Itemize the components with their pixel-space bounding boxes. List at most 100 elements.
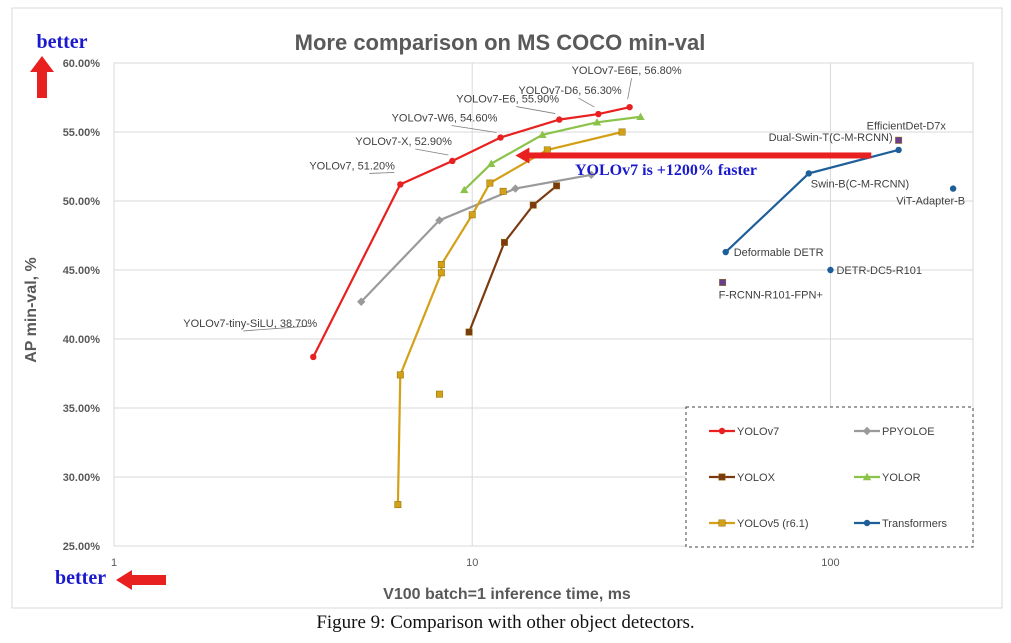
data-point-transformers: [895, 146, 902, 154]
y-tick-label: 35.00%: [63, 403, 101, 415]
data-point-transformers: [722, 248, 729, 256]
legend-entry-ppyoloe: PPYOLOE: [854, 426, 935, 438]
legend-marker: [862, 472, 872, 481]
data-point-yolov7: [595, 110, 602, 118]
speedup-arrow-icon: [515, 147, 530, 164]
y-tick-label: 60.00%: [63, 58, 101, 70]
y-tick-label: 30.00%: [63, 472, 101, 484]
x-axis-label: V100 batch=1 inference time, ms: [383, 586, 631, 603]
x-tick-label: 100: [821, 557, 839, 569]
point-label: YOLOv7-E6E, 56.80%: [572, 65, 682, 77]
legend-label: Transformers: [882, 518, 947, 530]
point-label: DETR-DC5-R101: [836, 265, 922, 277]
data-point-yolor: [636, 112, 645, 121]
data-point-yolov5-r6-1: [618, 128, 626, 136]
point-label: YOLOv7-E6, 55.90%: [456, 94, 559, 106]
x-tick-label: 10: [466, 557, 478, 569]
series-yolov7: [310, 103, 633, 361]
point-label: F-RCNN-R101-FPN+: [719, 289, 823, 301]
legend-entry-yolor: YOLOR: [854, 472, 921, 484]
data-point-other: [719, 278, 727, 286]
data-point-ppyoloe: [357, 297, 366, 306]
data-point-ppyoloe: [435, 216, 444, 225]
data-point-yolov5-r6-1: [437, 269, 445, 277]
data-point-yolor: [592, 118, 602, 126]
series-yolov5-r6-1: [394, 128, 626, 509]
label-leader-line: [516, 106, 556, 114]
data-point-yolox: [500, 238, 508, 246]
legend-marker: [862, 426, 872, 436]
label-leader-line: [415, 148, 449, 156]
data-point-yolov5-r6-1: [468, 211, 476, 219]
data-point-transformers-extra: [827, 266, 834, 274]
data-point-yolov7: [497, 134, 504, 141]
legend-marker: [863, 519, 871, 527]
y-tick-label: 40.00%: [63, 334, 101, 346]
point-label: YOLOv7-tiny-SiLU, 38.70%: [183, 318, 317, 330]
series-line-yolov5-r6-1: [396, 130, 623, 505]
point-label: ViT-Adapter-B: [896, 196, 965, 208]
data-point-yolox: [553, 182, 561, 190]
legend-label: YOLOX: [737, 472, 776, 484]
data-point-yolov5-r6-1: [543, 146, 551, 154]
series-other: [719, 136, 903, 286]
label-leader-line: [451, 125, 497, 133]
comparison-chart: More comparison on MS COCO min-val 25.00…: [11, 7, 1003, 609]
data-point-ppyoloe: [511, 184, 520, 193]
speedup-arrow-shaft: [525, 152, 872, 159]
y-tick-label: 55.00%: [63, 127, 101, 139]
left-arrow-icon: [116, 570, 166, 590]
data-point-yolov7: [626, 103, 633, 111]
data-point-yolov5-r6-1: [437, 261, 445, 268]
legend-entry-yolov5-r6-1: YOLOv5 (r6.1): [709, 518, 809, 530]
point-label: EfficientDet-D7x: [867, 120, 947, 132]
legend-marker: [718, 473, 726, 481]
data-point-yolov5-r6-1: [396, 371, 404, 379]
legend-label: YOLOv7: [737, 426, 779, 438]
data-point-yolov7: [397, 181, 404, 188]
y-tick-label: 45.00%: [63, 265, 101, 277]
data-point-yolov7: [556, 116, 563, 123]
better-top-label: better: [36, 31, 87, 53]
legend-entry-transformers: Transformers: [854, 518, 947, 530]
series-transformers-extra: [827, 185, 957, 274]
point-label: YOLOv7-D6, 56.30%: [518, 85, 622, 97]
label-leader-line: [627, 78, 632, 100]
data-point-yolov5-r6-1: [394, 501, 402, 509]
legend-label: PPYOLOE: [882, 426, 935, 438]
speedup-annotation: YOLOv7 is +1200% faster: [575, 162, 757, 179]
point-label: YOLOv7, 51.20%: [309, 160, 395, 172]
y-tick-label: 50.00%: [63, 196, 101, 208]
point-label: YOLOv7-X, 52.90%: [355, 136, 452, 148]
legend-label: YOLOv5 (r6.1): [737, 518, 809, 530]
data-point-yolor: [460, 185, 469, 194]
point-label: Dual-Swin-T(C-M-RCNN): [769, 132, 893, 144]
figure-caption: Figure 9: Comparison with other object d…: [316, 612, 695, 633]
point-label: Deformable DETR: [734, 247, 824, 259]
legend-marker: [718, 427, 726, 435]
series-yolov5-r6-1-extra: [435, 187, 507, 398]
x-tick-label: 1: [111, 557, 117, 569]
point-label: YOLOv7-W6, 54.60%: [392, 113, 498, 125]
chart-title: More comparison on MS COCO min-val: [295, 30, 706, 55]
data-point-yolor: [487, 159, 496, 167]
y-axis-label: AP min-val, %: [23, 257, 40, 363]
data-point-yolox: [529, 201, 537, 209]
data-point-yolov5-r6-1-extra: [435, 390, 443, 398]
data-point-yolor: [538, 130, 547, 138]
up-arrow-icon: [30, 56, 54, 98]
data-point-yolox: [465, 328, 473, 336]
series-yolor: [460, 112, 645, 194]
data-point-yolov7: [449, 157, 456, 165]
data-point-transformers-extra: [949, 185, 957, 192]
better-bottom-label: better: [55, 567, 106, 589]
data-point-yolov5-r6-1-extra: [499, 187, 507, 195]
chart-frame: [11, 7, 1003, 609]
data-point-transformers: [805, 170, 812, 177]
series-ppyoloe: [357, 170, 596, 306]
data-point-ppyoloe: [587, 170, 596, 179]
series-yolox: [465, 182, 561, 336]
data-point-yolov7: [310, 353, 317, 361]
legend-entry-yolov7: YOLOv7: [709, 426, 779, 438]
legend-entry-yolox: YOLOX: [709, 472, 776, 484]
